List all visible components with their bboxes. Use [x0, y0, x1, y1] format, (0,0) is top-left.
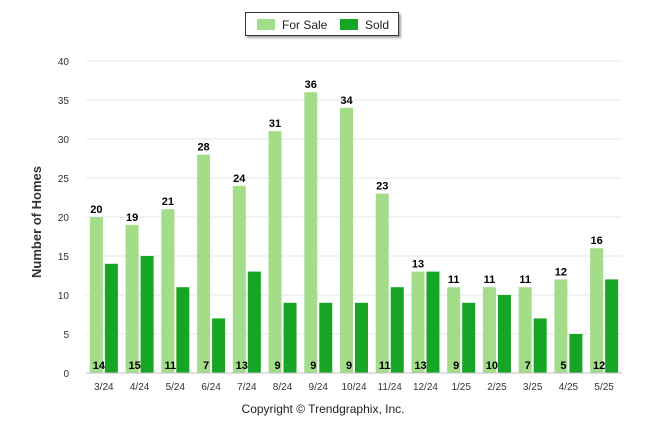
legend-item-for-sale[interactable]: For Sale: [257, 17, 328, 32]
x-tick-label: 2/25: [487, 382, 507, 393]
x-tick-label: 10/24: [341, 382, 366, 393]
data-label-for-sale: 19: [126, 212, 138, 224]
legend-swatch-sold: [340, 19, 358, 30]
bar-for-sale[interactable]: [232, 185, 246, 373]
bar-sold[interactable]: [497, 295, 511, 373]
y-tick-label: 35: [58, 96, 70, 107]
bar-for-sale[interactable]: [125, 224, 139, 373]
bar-for-sale[interactable]: [447, 287, 461, 373]
x-tick-label: 5/25: [594, 382, 614, 393]
bar-for-sale[interactable]: [554, 279, 568, 373]
bar-for-sale[interactable]: [375, 193, 389, 373]
bar-sold[interactable]: [533, 318, 547, 373]
y-tick-label: 15: [58, 252, 70, 263]
bar-sold[interactable]: [319, 302, 333, 373]
data-label-for-sale: 23: [376, 181, 388, 193]
y-axis-label: Number of Homes: [29, 166, 44, 278]
bar-for-sale[interactable]: [518, 287, 532, 373]
data-label-sold: 11: [165, 360, 177, 372]
data-label-for-sale: 11: [448, 274, 460, 286]
x-tick-label: 8/24: [273, 382, 293, 393]
copyright-text: Copyright © Trendgraphix, Inc.: [241, 402, 405, 416]
data-label-for-sale: 21: [162, 196, 174, 208]
bar-sold[interactable]: [283, 302, 297, 373]
data-label-for-sale: 24: [233, 173, 246, 185]
x-tick-label: 4/24: [130, 382, 150, 393]
data-label-for-sale: 28: [197, 142, 209, 154]
data-label-for-sale: 34: [340, 95, 353, 107]
x-tick-label: 3/24: [94, 382, 114, 393]
bar-sold[interactable]: [390, 287, 404, 373]
bar-sold[interactable]: [104, 263, 118, 373]
x-tick-label: 5/24: [166, 382, 186, 393]
y-tick-label: 40: [58, 57, 70, 68]
y-axis: 0 5 10 15 20 25 30 35 40: [58, 57, 70, 380]
bar-sold[interactable]: [247, 271, 261, 373]
data-labels: 20 14 19 15 21 11 28 7 24 13 31 9 36 9 34 9 23 11 13 13 11 9 1…: [90, 79, 605, 372]
x-tick-label: 7/24: [237, 382, 257, 393]
x-tick-label: 4/25: [559, 382, 579, 393]
y-tick-label: 10: [58, 291, 70, 302]
bar-sold[interactable]: [140, 256, 154, 373]
data-label-sold: 5: [560, 360, 566, 372]
data-label-sold: 7: [525, 360, 531, 372]
x-tick-label: 3/25: [523, 382, 543, 393]
data-label-sold: 7: [203, 360, 209, 372]
data-label-for-sale: 12: [555, 266, 567, 278]
data-label-sold: 11: [379, 360, 391, 372]
x-axis: 3/24 4/24 5/24 6/24 7/24 8/24 9/24 10/24 11/24 12…: [86, 372, 622, 393]
legend-label-sold: Sold: [365, 17, 390, 32]
data-label-for-sale: 16: [591, 235, 603, 247]
y-tick-label: 30: [58, 135, 70, 146]
bar-for-sale[interactable]: [197, 154, 211, 373]
bar-for-sale[interactable]: [411, 271, 425, 373]
bar-sold[interactable]: [212, 318, 226, 373]
legend-item-sold[interactable]: Sold: [340, 17, 390, 32]
y-tick-label: 5: [63, 330, 69, 341]
bar-sold[interactable]: [462, 302, 476, 373]
data-label-sold: 13: [414, 360, 426, 372]
data-label-sold: 12: [593, 360, 605, 372]
data-label-sold: 15: [128, 360, 140, 372]
bar-for-sale[interactable]: [89, 217, 103, 373]
x-tick-label: 1/25: [451, 382, 471, 393]
data-label-for-sale: 13: [412, 259, 424, 271]
bar-sold[interactable]: [426, 271, 440, 373]
bar-for-sale[interactable]: [590, 248, 604, 373]
data-label-for-sale: 20: [90, 204, 102, 216]
bar-sold[interactable]: [569, 334, 583, 373]
bar-for-sale[interactable]: [161, 209, 175, 373]
data-label-sold: 9: [310, 360, 316, 372]
data-label-for-sale: 36: [305, 79, 317, 91]
data-label-sold: 14: [93, 360, 106, 372]
bars: [89, 92, 619, 374]
bar-for-sale[interactable]: [340, 107, 353, 374]
data-label-sold: 10: [486, 360, 498, 372]
bar-for-sale[interactable]: [268, 131, 282, 373]
x-tick-label: 6/24: [201, 382, 221, 393]
data-label-for-sale: 11: [519, 274, 531, 286]
bar-sold[interactable]: [355, 302, 368, 373]
bar-for-sale[interactable]: [304, 92, 318, 373]
legend: For Sale Sold: [245, 12, 399, 36]
data-label-sold: 9: [274, 360, 280, 372]
y-tick-label: 25: [58, 174, 70, 185]
data-label-sold: 9: [346, 360, 352, 372]
x-tick-label: 9/24: [309, 382, 329, 393]
y-tick-label: 20: [58, 213, 70, 224]
legend-label-for-sale: For Sale: [282, 17, 328, 32]
data-label-for-sale: 31: [269, 118, 281, 130]
x-tick-label: 12/24: [413, 382, 438, 393]
data-label-sold: 13: [236, 360, 248, 372]
grid-lines: [86, 60, 622, 335]
legend-swatch-for-sale: [257, 19, 275, 30]
data-label-for-sale: 11: [484, 274, 496, 286]
bar-for-sale[interactable]: [482, 287, 496, 373]
x-tick-label: 11/24: [378, 382, 403, 393]
bar-sold[interactable]: [605, 279, 619, 373]
data-label-sold: 9: [453, 360, 459, 372]
bar-sold[interactable]: [176, 287, 190, 373]
y-tick-label: 0: [63, 369, 69, 380]
